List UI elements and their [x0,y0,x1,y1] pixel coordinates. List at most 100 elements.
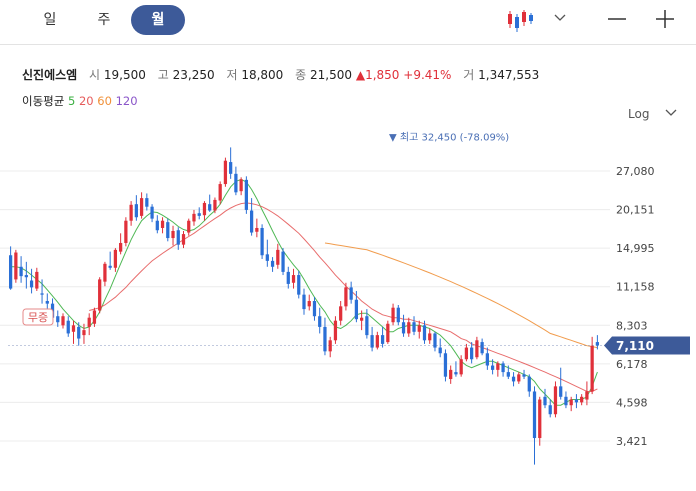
candle [218,181,222,205]
candle [511,372,516,387]
candle [517,372,521,384]
candle-body [307,301,311,307]
candle-body [449,369,453,380]
candle [82,323,86,344]
candle [229,147,233,179]
open-label: 시 [89,68,101,82]
low-label: 저 [226,68,238,82]
candle-body [223,160,228,185]
volume-label: 거 [463,68,475,82]
candle-body [265,254,269,261]
candle-body [270,260,275,267]
candle [14,249,18,283]
candle-body [181,234,186,245]
zoom-out-icon[interactable] [606,10,628,28]
candle [40,279,44,304]
candle [585,381,589,406]
open-value: 19,500 [103,68,146,82]
change-value: ▲1,850 [355,68,400,82]
scale-toggle[interactable]: Log [628,107,677,121]
candle [365,309,369,339]
ma-5-line [10,178,598,406]
volume-value: 1,347,553 [478,68,540,82]
candle [532,386,537,465]
high-value: 23,250 [172,68,215,82]
candle-body [24,275,28,278]
candle [24,261,28,289]
tab-day[interactable]: 일 [43,12,57,28]
candle [470,342,474,364]
tab-week[interactable]: 주 [97,12,111,28]
ma-20-label[interactable]: 20 [78,94,94,108]
candle [428,328,432,344]
candle [485,347,489,370]
candle [66,316,70,337]
candle-body [260,227,264,256]
price-info-bar: 신진에스엠 시 19,500 고 23,250 저 18,800 종 21,50… [22,66,539,83]
event-marker-label: 무증 [28,311,48,324]
candle [438,338,442,358]
candle [281,248,285,276]
candle [255,218,259,238]
candle [192,209,196,226]
candle-body [171,230,175,239]
candle [239,177,243,196]
ma-60-label[interactable]: 60 [97,94,112,108]
candle-body [281,251,285,272]
candle-body [98,279,102,311]
candle-body [61,316,65,326]
candle-body [553,386,558,415]
candle [590,336,594,395]
y-tick-label: 27,080 [616,165,655,178]
candle-body [119,242,123,252]
candle-body [176,230,180,245]
candle [443,349,448,382]
candle-body [192,213,196,222]
moving-average-legend: 이동평균 5 20 60 120 [22,93,138,109]
ma-120-label[interactable]: 120 [115,94,138,108]
candle [234,166,238,196]
ma-5-label[interactable]: 5 [67,94,76,108]
candle [61,313,65,329]
zoom-in-icon[interactable] [654,8,676,30]
candle [433,331,437,352]
candle-body [19,266,23,277]
candle [386,320,390,344]
candlestick-chart-type-icon[interactable] [506,8,536,34]
candle [8,246,13,290]
max-price-annotation: ▼ 최고 32,450 (-78.09%) [389,131,509,143]
candle-body [590,345,594,392]
candle [213,197,217,214]
candle-body [349,287,353,300]
candle-body [391,307,395,323]
candle-body [543,396,547,406]
candle [270,257,275,272]
candle [176,227,180,250]
candle [150,204,154,223]
candle [171,225,175,246]
tab-month[interactable]: 월 [131,5,185,35]
candle [276,243,280,269]
candle-body [218,184,222,201]
candle [202,201,207,221]
candle-body [438,347,442,354]
candle [464,343,469,362]
candle-body [45,301,49,304]
candle-body [580,396,584,403]
candle-body [291,275,296,283]
candle [454,361,458,377]
candle-body [496,363,500,370]
candle-body [365,316,369,336]
candle-body [386,323,390,343]
candle-body [517,374,521,382]
candle-body [522,374,526,377]
candle [139,192,144,219]
candle [160,217,165,234]
candle-body [202,202,207,216]
scale-label: Log [628,107,650,121]
current-price-label: 7,110 [616,339,654,353]
candle-body [375,335,379,348]
candle [208,194,212,212]
chevron-down-icon[interactable] [553,10,567,24]
